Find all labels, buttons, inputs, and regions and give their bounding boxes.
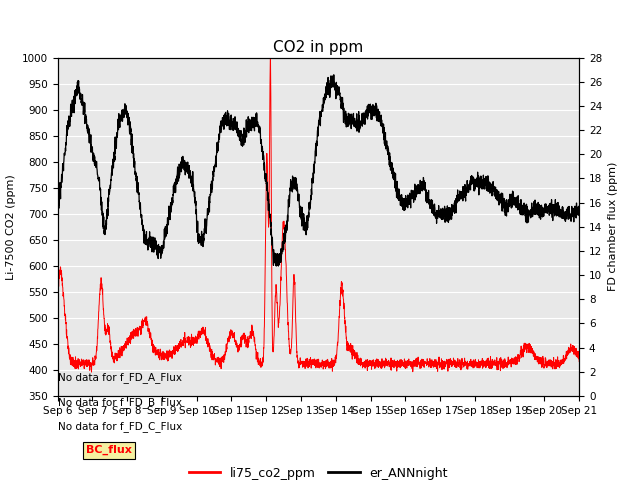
Text: No data for f_FD_A_Flux: No data for f_FD_A_Flux — [58, 372, 182, 383]
Text: No data for f_FD_B_Flux: No data for f_FD_B_Flux — [58, 396, 182, 408]
Text: No data for f_FD_C_Flux: No data for f_FD_C_Flux — [58, 421, 182, 432]
Title: CO2 in ppm: CO2 in ppm — [273, 40, 364, 55]
Y-axis label: FD chamber flux (ppm): FD chamber flux (ppm) — [608, 162, 618, 291]
Text: BC_flux: BC_flux — [86, 445, 132, 456]
Legend: li75_co2_ppm, er_ANNnight: li75_co2_ppm, er_ANNnight — [184, 461, 453, 480]
Y-axis label: Li-7500 CO2 (ppm): Li-7500 CO2 (ppm) — [6, 174, 16, 280]
